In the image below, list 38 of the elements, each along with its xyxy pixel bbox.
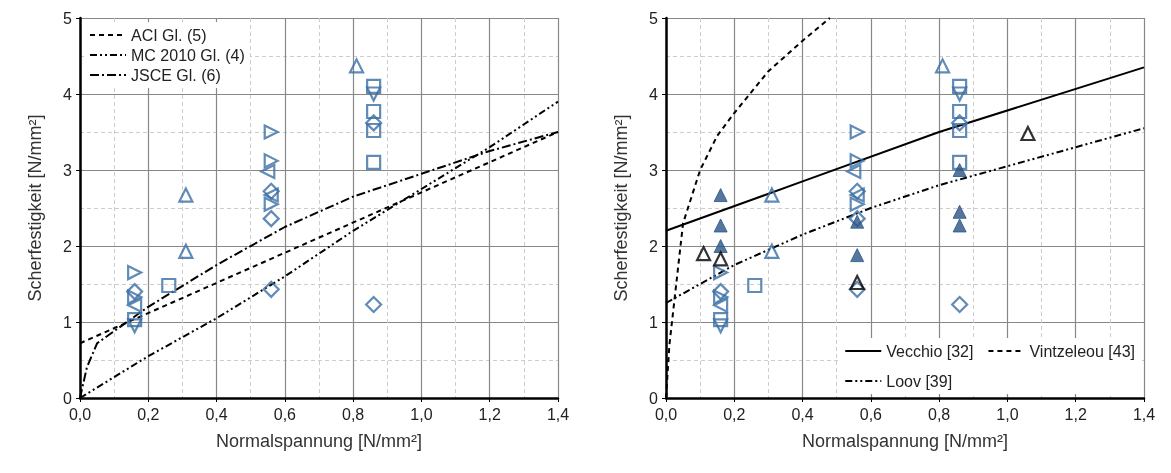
legend-label: ACI Gl. (5) bbox=[131, 26, 207, 44]
x-tick-label: 1,4 bbox=[1132, 405, 1156, 423]
x-tick-label: 0,0 bbox=[654, 405, 678, 423]
y-tick-label: 2 bbox=[63, 237, 73, 255]
y-tick-label: 3 bbox=[63, 161, 73, 179]
x-tick-label: 1,2 bbox=[1064, 405, 1087, 423]
legend-label: Vintzeleou [43] bbox=[1029, 342, 1135, 360]
y-axis-title: Scherfestigkeit [N/mm²] bbox=[611, 114, 631, 302]
x-tick-label: 0,2 bbox=[723, 405, 746, 423]
x-tick-label: 0,2 bbox=[137, 405, 160, 423]
x-tick-label: 0,6 bbox=[273, 405, 297, 423]
x-tick-label: 0,4 bbox=[791, 405, 814, 423]
y-tick-label: 1 bbox=[63, 313, 73, 331]
y-tick-label: 0 bbox=[649, 389, 659, 407]
y-tick-label: 4 bbox=[649, 85, 659, 103]
y-tick-label: 1 bbox=[649, 313, 659, 331]
y-axis-title: Scherfestigkeit [N/mm²] bbox=[25, 114, 45, 302]
x-axis-title: Normalspannung [N/mm²] bbox=[215, 431, 423, 451]
legend-label: Vecchio [32] bbox=[886, 342, 974, 360]
y-tick-label: 0 bbox=[63, 389, 73, 407]
x-tick-label: 1,0 bbox=[410, 405, 433, 423]
x-tick-label: 0,8 bbox=[342, 405, 365, 423]
x-tick-label: 1,0 bbox=[996, 405, 1019, 423]
x-tick-label: 0,8 bbox=[928, 405, 951, 423]
legend-label: JSCE Gl. (6) bbox=[131, 66, 221, 84]
x-tick-label: 0,6 bbox=[859, 405, 883, 423]
y-tick-label: 5 bbox=[63, 9, 73, 27]
x-tick-label: 1,2 bbox=[478, 405, 501, 423]
y-tick-label: 3 bbox=[649, 161, 659, 179]
y-tick-label: 4 bbox=[63, 85, 73, 103]
legend-label: Loov [39] bbox=[886, 372, 953, 390]
x-tick-label: 1,4 bbox=[546, 405, 570, 423]
x-tick-label: 0,4 bbox=[205, 405, 228, 423]
legend-label: MC 2010 Gl. (4) bbox=[131, 46, 245, 64]
y-tick-label: 5 bbox=[649, 9, 659, 27]
x-tick-label: 0,0 bbox=[68, 405, 92, 423]
y-tick-label: 2 bbox=[649, 237, 659, 255]
x-axis-title: Normalspannung [N/mm²] bbox=[801, 431, 1009, 451]
